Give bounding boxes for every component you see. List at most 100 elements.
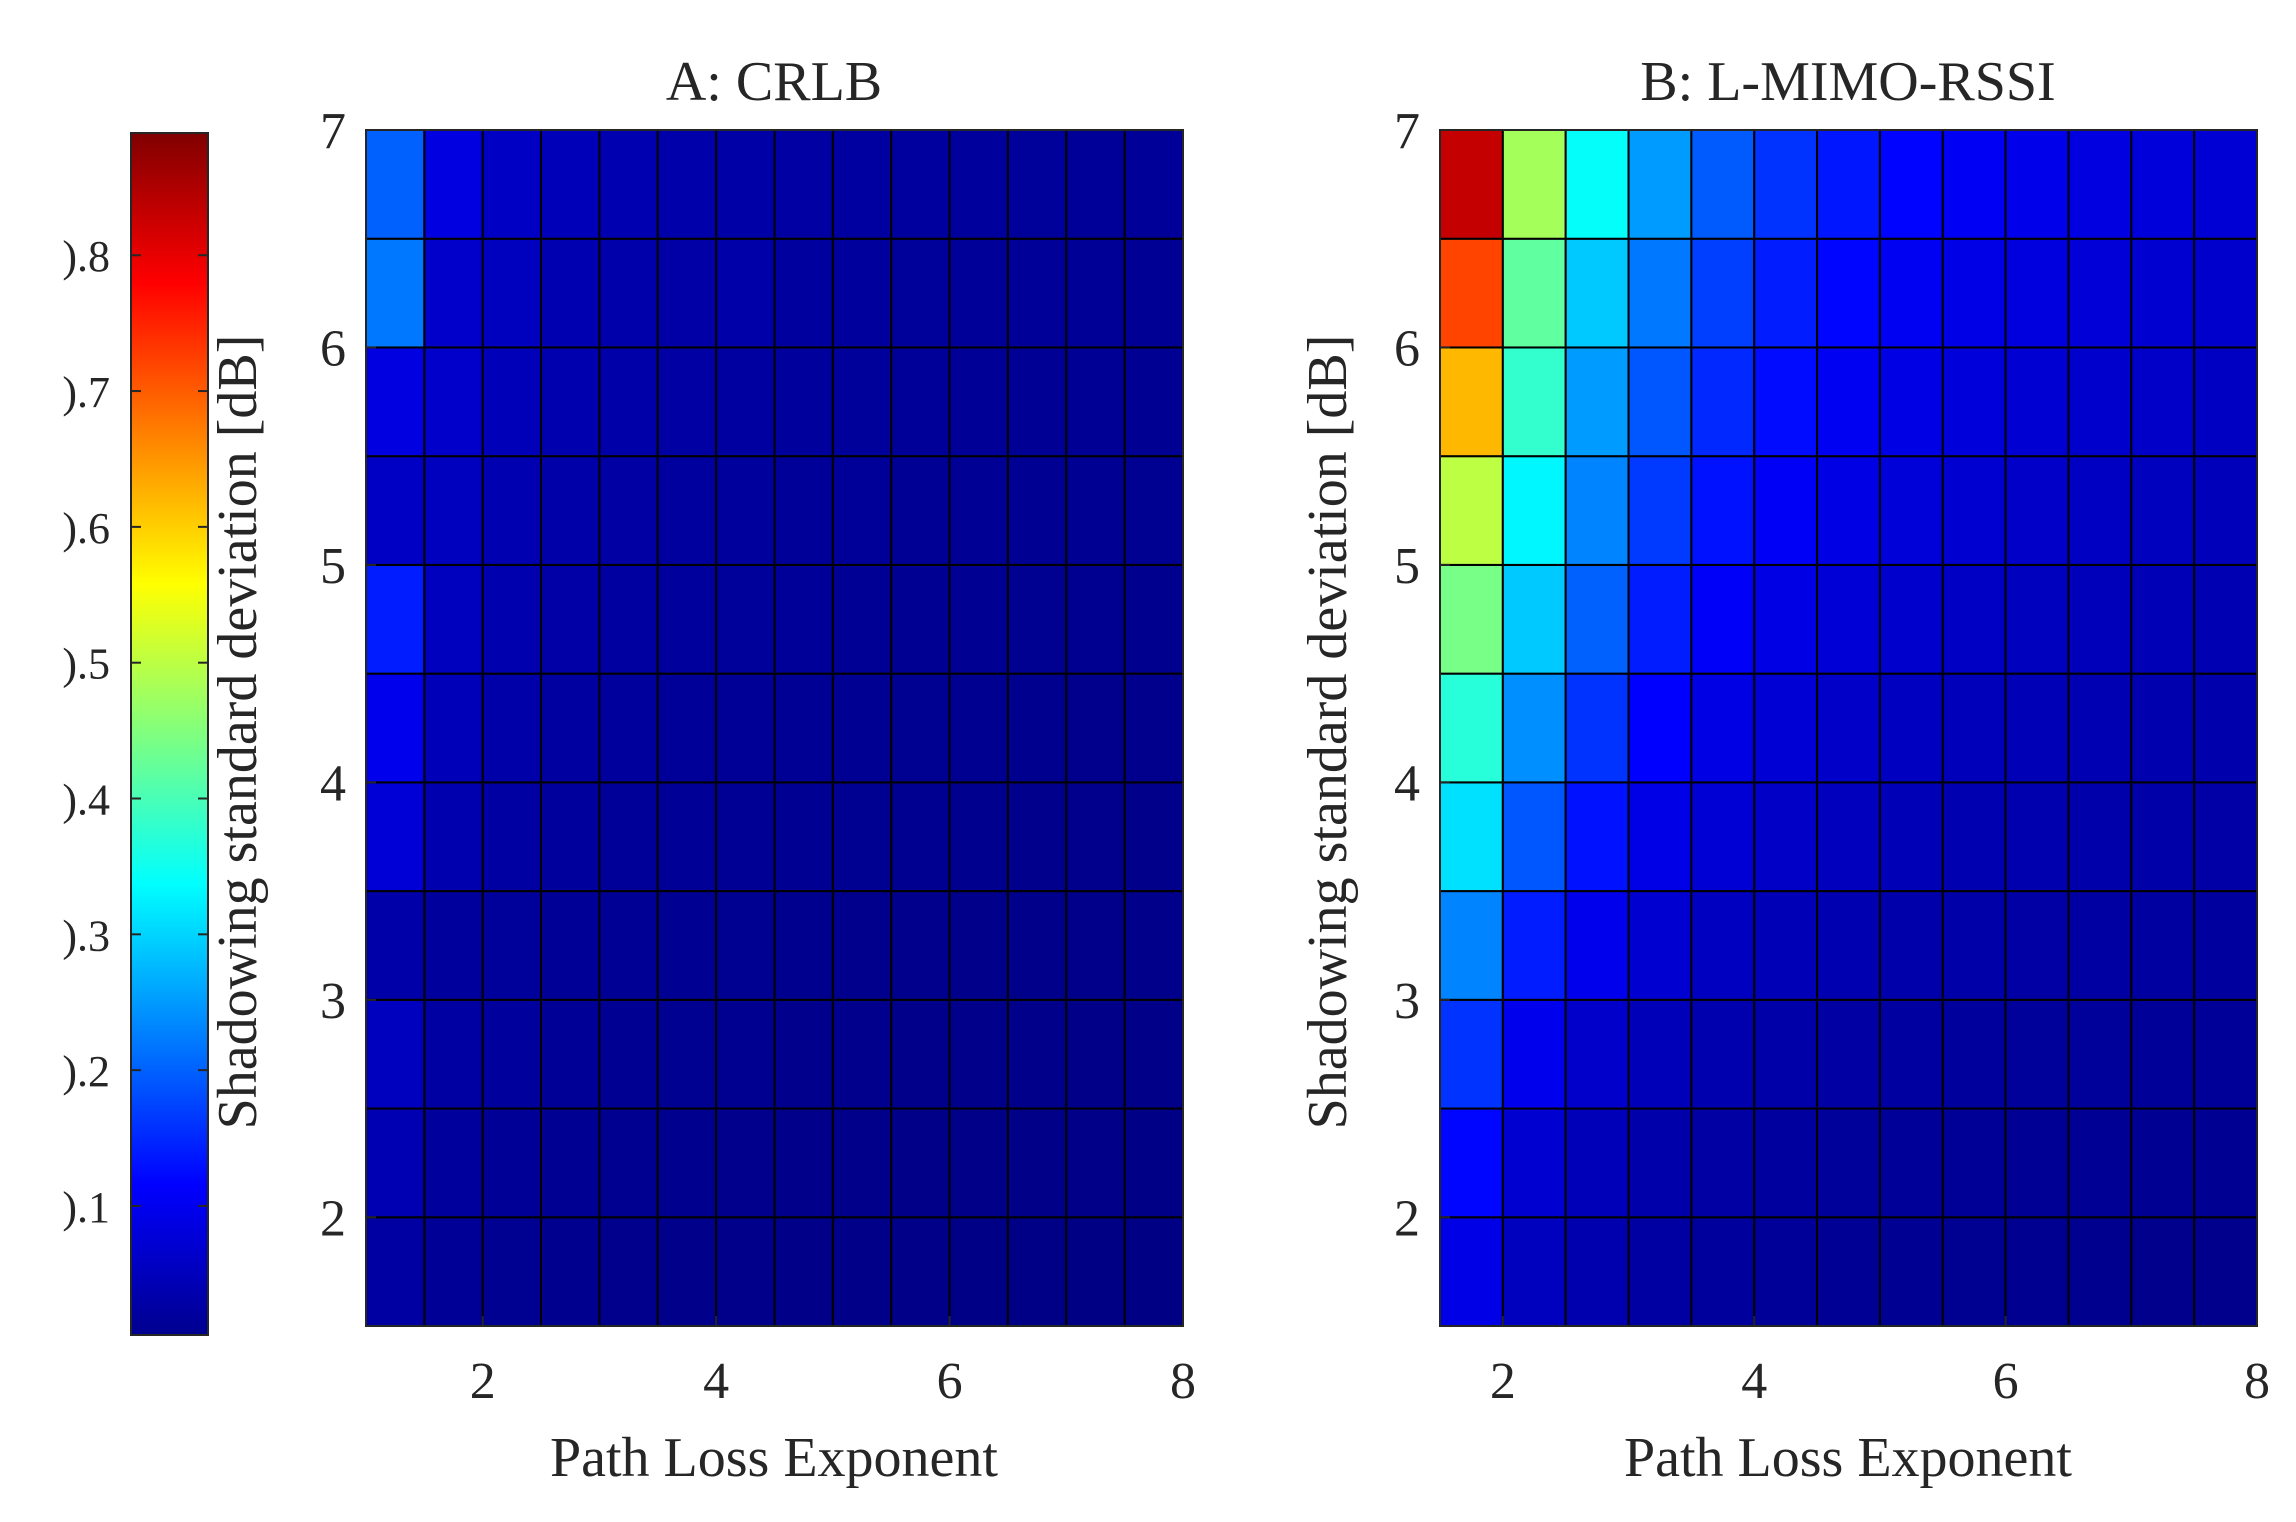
heatmap-cell	[1439, 672, 1504, 784]
heatmap-cell	[1564, 237, 1630, 349]
heatmap-cell	[540, 890, 601, 1001]
heatmap-cell	[831, 672, 893, 784]
heatmap-cell	[481, 998, 543, 1110]
heatmap-cell	[540, 998, 601, 1110]
heatmap-cell	[773, 1107, 834, 1219]
heatmap-cell	[481, 455, 543, 566]
heatmap-cell	[1501, 890, 1567, 1001]
heatmap-cell	[1006, 998, 1068, 1110]
heatmap-cell	[1627, 1107, 1693, 1219]
heatmap-cell	[481, 563, 543, 675]
heatmap-cell	[423, 1216, 484, 1327]
heatmap-cell	[1627, 129, 1693, 240]
heatmap-cell	[598, 672, 659, 784]
panel-b-cells	[1439, 129, 2258, 1327]
x-tick-label: 2	[1490, 1353, 1516, 1410]
heatmap-cell	[1123, 1216, 1184, 1327]
heatmap-cell	[831, 998, 893, 1110]
heatmap-cell	[598, 455, 659, 566]
panel-b-title: B: L-MIMO-RSSI	[1640, 51, 2055, 113]
heatmap-cell	[540, 672, 601, 784]
heatmap-cell	[1878, 346, 1944, 458]
colorbar-tick-label: ).6	[62, 504, 110, 553]
heatmap-cell	[1006, 455, 1068, 566]
panel-b-ylabel: Shadowing standard deviation [dB]	[1297, 335, 1359, 1130]
heatmap-cell	[2004, 563, 2070, 675]
heatmap-cell	[1941, 998, 2007, 1110]
heatmap-cell	[1439, 1216, 1504, 1327]
heatmap-cell	[1941, 346, 2007, 458]
heatmap-cell	[1065, 672, 1126, 784]
heatmap-cell	[1065, 563, 1126, 675]
heatmap-cell	[715, 672, 776, 784]
x-tick-label: 2	[470, 1353, 496, 1410]
heatmap-cell	[540, 1107, 601, 1219]
heatmap-cell	[715, 129, 776, 240]
x-tick-label: 6	[937, 1353, 963, 1410]
heatmap-cell	[423, 998, 484, 1110]
heatmap-cell	[1439, 563, 1504, 675]
heatmap-cell	[773, 998, 834, 1110]
heatmap-cell	[1878, 455, 1944, 566]
heatmap-cell	[1690, 346, 1756, 458]
y-tick-label: 2	[1394, 1190, 1420, 1247]
heatmap-cell	[890, 455, 951, 566]
heatmap-cell	[540, 1216, 601, 1327]
heatmap-cell	[1941, 563, 2007, 675]
heatmap-cell	[831, 1107, 893, 1219]
heatmap-cell	[1065, 890, 1126, 1001]
heatmap-cell	[948, 129, 1009, 240]
heatmap-cell	[1501, 998, 1567, 1110]
heatmap-cell	[540, 237, 601, 349]
heatmap-cell	[365, 563, 426, 675]
heatmap-cell	[598, 1216, 659, 1327]
panel-a-yticks: 2 3 4 5 6 7	[320, 103, 376, 1247]
y-tick-label: 6	[1394, 320, 1420, 377]
x-tick-label: 8	[1170, 1353, 1196, 1410]
heatmap-cell	[1439, 998, 1504, 1110]
y-tick-label: 7	[1394, 103, 1420, 160]
heatmap-cell	[1123, 129, 1184, 240]
heatmap-cell	[1439, 1107, 1504, 1219]
panel-b-yticks: 2 3 4 5 6 7	[1394, 103, 1450, 1247]
heatmap-cell	[1065, 237, 1126, 349]
heatmap-cell	[540, 455, 601, 566]
heatmap-cell	[1878, 563, 1944, 675]
heatmap-cell	[1006, 129, 1068, 240]
heatmap-cell	[423, 890, 484, 1001]
heatmap-cell	[540, 781, 601, 893]
heatmap-cell	[656, 1107, 718, 1219]
heatmap-cell	[2130, 346, 2196, 458]
heatmap-cell	[656, 563, 718, 675]
heatmap-cell	[656, 672, 718, 784]
heatmap-cell	[2067, 1216, 2133, 1327]
heatmap-cell	[2004, 237, 2070, 349]
heatmap-cell	[598, 563, 659, 675]
colorbar-gradient	[130, 132, 209, 1336]
panel-a-xlabel: Path Loss Exponent	[550, 1427, 998, 1489]
heatmap-cell	[1564, 998, 1630, 1110]
heatmap-cell	[1564, 563, 1630, 675]
heatmap-cell	[2067, 781, 2133, 893]
heatmap-cell	[2067, 346, 2133, 458]
heatmap-cell	[1941, 781, 2007, 893]
heatmap-cell	[1123, 781, 1184, 893]
heatmap-cell	[1690, 563, 1756, 675]
heatmap-cell	[481, 1107, 543, 1219]
heatmap-cell	[365, 237, 426, 349]
heatmap-cell	[1753, 672, 1819, 784]
heatmap-cell	[1627, 237, 1693, 349]
heatmap-cell	[1816, 455, 1881, 566]
heatmap-cell	[2067, 1107, 2133, 1219]
heatmap-cell	[423, 346, 484, 458]
heatmap-cell	[1564, 129, 1630, 240]
heatmap-cell	[540, 563, 601, 675]
colorbar-ticks: ).1).2).3).4).5).6).7).8	[62, 232, 208, 1232]
heatmap-cell	[831, 129, 893, 240]
panel-b-xticks: 2 4 6 8	[1490, 1316, 2270, 1410]
heatmap-cell	[1753, 563, 1819, 675]
heatmap-cell	[1501, 1107, 1567, 1219]
heatmap-cell	[2004, 998, 2070, 1110]
heatmap-cell	[2067, 890, 2133, 1001]
heatmap-cell	[2004, 455, 2070, 566]
